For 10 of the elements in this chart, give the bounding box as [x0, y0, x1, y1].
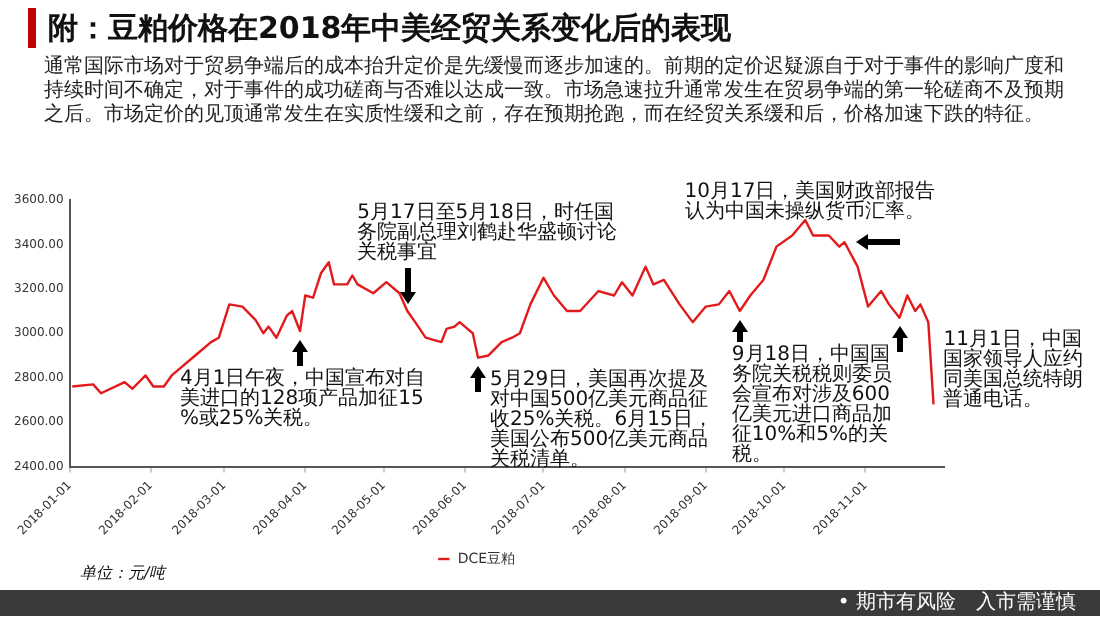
- text: 单位：元/吨: [80, 564, 168, 583]
- text: • 期市有风险 入市需谨慎: [837, 590, 1076, 616]
- annotation: 10月17日，美国财政部报告认为中国未操纵货币汇率。: [684, 179, 936, 224]
- annotation: 5月17日至5月18日，时任国务院副总理刘鹤赴华盛顿讨论关税事宜: [357, 200, 618, 265]
- annotation: 9月18日，中国国务院关税税则委员会宣布对涉及600亿美元进口商品加征10%和5%的关税。: [729, 342, 892, 467]
- annotation: 11月1日，中国国家领导人应约同美国总统特朗普通电话。: [943, 326, 1084, 411]
- annotation: 4月1日午夜，中国宣布对自美进口的128项产品加征15%或25%关税。: [180, 366, 426, 431]
- chart-title: 附：豆粕价格在2018年中美经贸关系变化后的表现: [48, 9, 732, 47]
- annotation: 5月29日，美国再次提及对中国500亿美元商品征收25%关税。6月15日，美国公布500亿美元商品关税清单。: [490, 366, 713, 471]
- chart-subtitle: 通常国际市场对于贸易争端后的成本抬升定价是先缓慢而逐步加速的。前期的定价迟疑源自于对于事件的影响广度和持续时间不确定，对于事件的成功磋商与否难以达成一致。市场急速拉升通常发生在贸易争端的第一轮磋商不及预期之后。市场定价的见顶通常发生在实质性缓和之前，存在预期抢跑，而在经贸关系缓和后，价格加速下跌的特征。: [44, 56, 1066, 128]
